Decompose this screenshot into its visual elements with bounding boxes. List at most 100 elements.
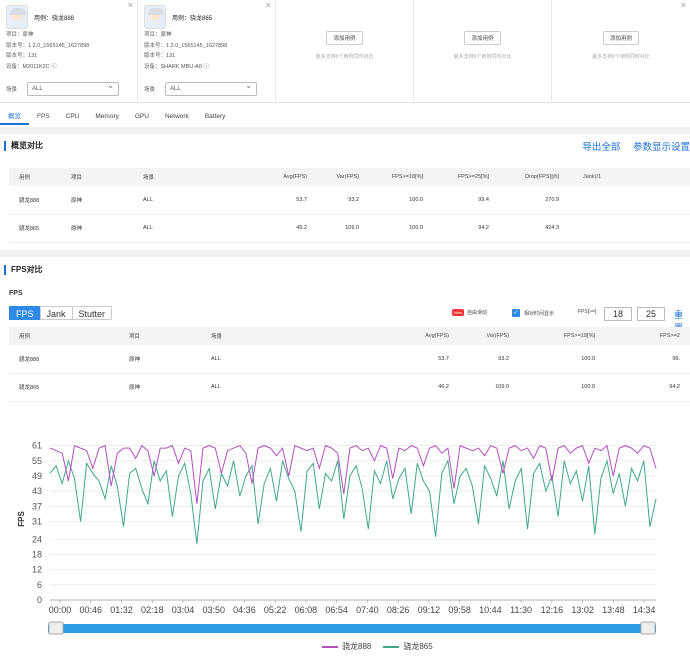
param-settings-link[interactable]: 参数显示设置: [632, 142, 690, 153]
tab-gpu[interactable]: GPU: [134, 113, 149, 120]
table-cell: 424.3: [499, 214, 569, 243]
scene-dropdown[interactable]: ALL: [165, 80, 258, 96]
table-cell: 骁龙888: [9, 345, 129, 374]
legend-swatch-865: [383, 645, 400, 648]
scene-select: 场景 ALL: [144, 80, 258, 96]
table-cell: 99.4: [433, 186, 499, 215]
y-tick-label: 61: [32, 441, 42, 451]
relative-time-label: 相对时间显示: [524, 310, 555, 317]
card-row: 版本号：1.2.0_1565145_1627898: [144, 41, 269, 52]
x-tick-label: 13:48: [602, 605, 625, 615]
col-header: Avg(FPS): [291, 327, 459, 345]
add-testcase-button[interactable]: 添加用例: [464, 31, 501, 45]
tab-overview[interactable]: 概览: [0, 108, 29, 125]
card-header: 用例：骁龙888: [6, 4, 131, 30]
fps-threshold-label: FPS[>=]: [578, 309, 597, 315]
table-cell: 93.2: [317, 186, 369, 215]
x-tick-label: 01:32: [110, 605, 133, 615]
fps-table: 用例 项目 场景 Avg(FPS) Var(FPS) FPS>=18[%] FP…: [9, 327, 690, 402]
legend-label[interactable]: 骁龙865: [403, 642, 433, 651]
tab-fps[interactable]: FPS: [37, 113, 50, 120]
segment-stutter[interactable]: Stutter: [71, 306, 113, 320]
legend-label[interactable]: 骁龙888: [342, 642, 372, 651]
col-header: 用例: [9, 327, 129, 345]
table-cell: [569, 186, 690, 215]
auto-scroll-toggle[interactable]: New 自由滑动: [452, 309, 487, 316]
checkbox-icon[interactable]: ✓: [512, 309, 520, 317]
table-row: 骁龙888 原神 ALL 53.7 93.2 100.0 99.4 270.9: [9, 186, 690, 215]
col-header: Drop(FPS)[/h]: [499, 168, 569, 186]
empty-card: 添加用例 最多支持6个用例同时对比: [276, 0, 414, 103]
zoom-scrollbar[interactable]: [48, 621, 656, 635]
y-tick-label: 49: [32, 471, 42, 481]
select-label: 场景: [6, 87, 18, 93]
metric-tabs: 概览 FPS CPU Memory GPU Network Battery: [0, 108, 233, 125]
relative-time-toggle[interactable]: ✓ 相对时间显示: [512, 309, 554, 317]
empty-card: × 添加用例 最多支持6个用例同时对比: [552, 0, 690, 103]
table-cell: 100.0: [519, 373, 605, 402]
export-all-link[interactable]: 导出全部: [582, 142, 621, 153]
tab-battery[interactable]: Battery: [204, 113, 226, 120]
testcase-cards: × 用例：骁龙888 项目：原神 版本号：1.2.0_1565145_16278…: [0, 0, 690, 103]
fps-line-chart: 0 6 12 18 24 31 37 43 49 55 61 00:00 00:46 01:32 02:18…: [17, 441, 657, 615]
card-row: 设备：M2011K2C ⓘ: [6, 62, 131, 73]
table-cell: 94.2: [433, 214, 499, 243]
segment-jank[interactable]: Jank: [39, 306, 73, 320]
scrollbar-handle-left[interactable]: [48, 621, 64, 635]
x-tick-label: 09:58: [448, 605, 471, 615]
table-cell: 原神: [129, 373, 211, 402]
y-tick-label: 24: [32, 534, 42, 544]
table-cell: 109.0: [459, 373, 519, 402]
scrollbar-track: [48, 624, 656, 633]
row-key: 设备：: [144, 63, 161, 70]
series-line-865: [49, 458, 657, 545]
scene-dropdown[interactable]: ALL: [27, 80, 120, 96]
add-hint: 最多支持6个用例同时对比: [592, 54, 650, 60]
card-row: 项目：原神: [144, 30, 269, 41]
card-title: 用例：骁龙888: [34, 15, 75, 22]
col-header: FPS>=18[%]: [369, 168, 433, 186]
threshold-input-1[interactable]: 18: [604, 307, 632, 321]
card-row: 版本号：131: [6, 51, 131, 62]
col-header: 项目: [71, 168, 143, 186]
row-value: 131: [166, 53, 176, 59]
table-row: 骁龙865 原神 ALL 46.2 109.0 100.0 94.2: [9, 373, 690, 402]
series-line-888: [49, 444, 657, 504]
section-divider: [0, 127, 690, 134]
col-header: FPS>=2: [605, 327, 690, 345]
scrollbar-handle-right[interactable]: [640, 621, 656, 635]
table-cell: 骁龙888: [9, 186, 71, 215]
row-key: 设备：: [6, 63, 23, 70]
table-cell: ALL: [143, 186, 229, 215]
new-badge: New: [452, 309, 465, 316]
tab-cpu[interactable]: CPU: [65, 113, 80, 120]
table-cell: [569, 214, 690, 243]
game-avatar: [6, 5, 28, 29]
table-cell: 53.7: [229, 186, 317, 215]
game-avatar: [144, 5, 166, 29]
card-title: 用例：骁龙865: [172, 15, 213, 22]
col-header: Var(FPS): [317, 168, 369, 186]
x-tick-label: 09:12: [418, 605, 441, 615]
table-cell: 骁龙865: [9, 214, 71, 243]
threshold-input-2[interactable]: 25: [637, 307, 665, 321]
y-tick-label: 43: [32, 486, 42, 496]
close-icon[interactable]: ×: [265, 0, 271, 10]
row-key: 版本号：: [144, 53, 167, 59]
close-icon[interactable]: ×: [127, 0, 133, 10]
tab-memory[interactable]: Memory: [95, 113, 119, 120]
table-row: 骁龙888 原神 ALL 53.7 93.2 100.0 99.: [9, 345, 690, 374]
tab-network[interactable]: Network: [164, 113, 189, 120]
add-testcase-button[interactable]: 添加用例: [326, 31, 363, 45]
close-icon[interactable]: ×: [680, 0, 686, 10]
table-cell: 94.2: [605, 373, 690, 402]
table-header: 用例 项目 场景 Avg(FPS) Var(FPS) FPS>=18[%] FP…: [9, 168, 690, 186]
add-testcase-button[interactable]: 添加用例: [602, 31, 639, 45]
y-tick-label: 37: [32, 501, 42, 511]
x-tick-label: 04:36: [233, 605, 256, 615]
table-cell: ALL: [143, 214, 229, 243]
x-tick-label: 08:26: [387, 605, 410, 615]
table-row: 骁龙865 原神 ALL 46.2 109.0 100.0 94.2 424.3: [9, 214, 690, 243]
table-cell: 46.2: [291, 373, 459, 402]
segment-fps[interactable]: FPS: [9, 306, 41, 320]
